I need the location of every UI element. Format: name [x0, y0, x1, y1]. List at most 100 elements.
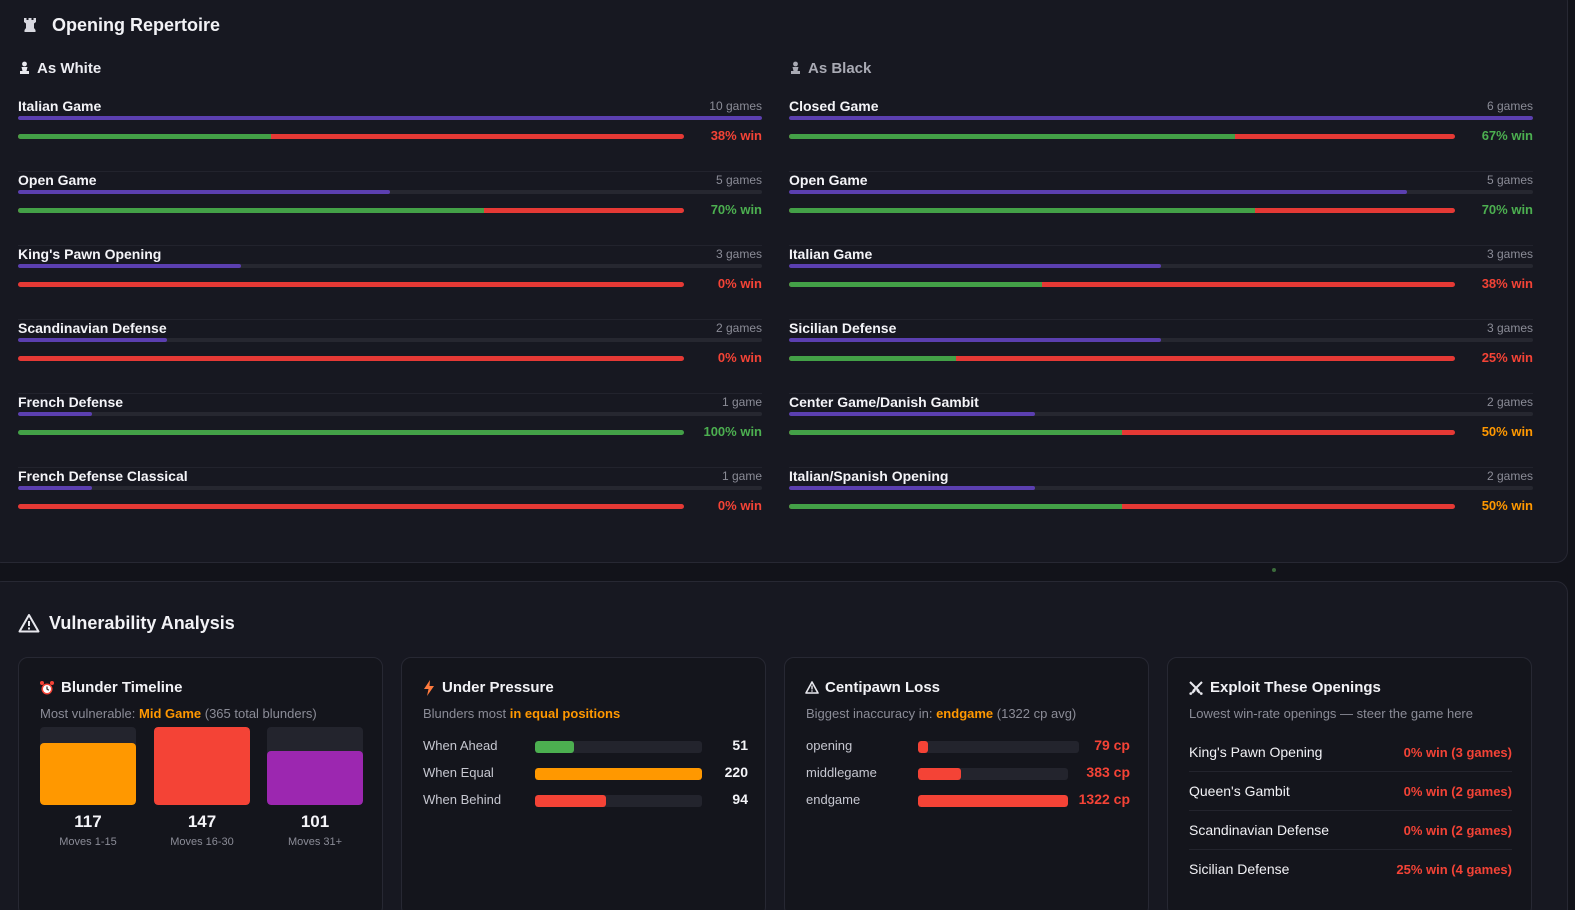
- exploit-row[interactable]: Queen's Gambit 0% win (2 games): [1189, 772, 1512, 811]
- centipawn-value: 79 cp: [1094, 737, 1130, 753]
- win-loss-bar: [18, 356, 684, 361]
- under-pressure-label: Under Pressure: [442, 679, 554, 696]
- opening-row[interactable]: Open Game 5 games 70% win: [18, 172, 762, 246]
- timeline-column: 117 Moves 1-15: [40, 727, 136, 848]
- frequency-bar-fill: [18, 264, 242, 268]
- opening-name: French Defense: [18, 394, 124, 410]
- exploit-row[interactable]: Sicilian Defense 25% win (4 games): [1189, 850, 1512, 889]
- frequency-bar: [18, 412, 762, 416]
- centipawn-loss-label: Centipawn Loss: [825, 679, 941, 696]
- exploit-row[interactable]: Scandinavian Defense 0% win (2 games): [1189, 811, 1512, 850]
- frequency-bar-fill: [18, 116, 762, 120]
- phase-label: middlegame: [806, 765, 877, 780]
- subtitle-suffix: (365 total blunders): [201, 706, 317, 721]
- win-rate: 38% win: [710, 128, 762, 143]
- warning-icon: [18, 613, 40, 633]
- opening-row[interactable]: Closed Game 6 games 67% win: [789, 98, 1533, 172]
- vulnerability-title: Vulnerability Analysis: [18, 610, 235, 636]
- black-openings-column: As Black Closed Game 6 games 67% win Open G…: [789, 56, 1533, 542]
- centipawn-loss-title: Centipawn Loss: [805, 679, 940, 696]
- frequency-bar: [789, 264, 1533, 268]
- win-rate: 0% win: [717, 276, 762, 291]
- centipawn-row: middlegame 383 cp: [806, 764, 1130, 782]
- black-pawn-icon: [789, 61, 802, 75]
- games-count: 3 games: [715, 247, 762, 261]
- pressure-value: 220: [724, 764, 748, 780]
- centipawn-bar-fill: [918, 795, 1068, 807]
- win-rate: 38% win: [1481, 276, 1533, 291]
- white-pawn-icon: [18, 61, 31, 75]
- centipawn-bar-fill: [918, 741, 928, 753]
- opening-row[interactable]: Italian Game 3 games 38% win: [789, 246, 1533, 320]
- opening-row[interactable]: King's Pawn Opening 3 games 0% win: [18, 246, 762, 320]
- exploit-openings-subtitle: Lowest win-rate openings — steer the gam…: [1189, 706, 1473, 721]
- opening-row[interactable]: Scandinavian Defense 2 games 0% win: [18, 320, 762, 394]
- frequency-bar-fill: [789, 190, 1407, 194]
- centipawn-loss-subtitle: Biggest inaccuracy in: endgame (1322 cp …: [806, 706, 1076, 721]
- pressure-value: 94: [732, 791, 748, 807]
- frequency-bar-fill: [18, 338, 167, 342]
- phase-label: endgame: [806, 792, 861, 807]
- frequency-bar-fill: [789, 116, 1533, 120]
- win-bar-fill: [789, 208, 1256, 213]
- exploit-win-rate: 0% win (2 games): [1403, 823, 1512, 838]
- alarm-clock-icon: [39, 680, 55, 696]
- opening-row[interactable]: Center Game/Danish Gambit 2 games 50% win: [789, 394, 1533, 468]
- win-rate: 50% win: [1481, 498, 1533, 513]
- opening-row[interactable]: Sicilian Defense 3 games 25% win: [789, 320, 1533, 394]
- opening-name: Italian/Spanish Opening: [789, 468, 949, 484]
- crossed-swords-icon: [1188, 680, 1204, 695]
- repertoire-title-label: Opening Repertoire: [52, 14, 221, 35]
- opening-repertoire-panel: [0, 0, 1568, 563]
- opening-row[interactable]: Italian/Spanish Opening 2 games 50% win: [789, 468, 1533, 542]
- opening-name: Scandinavian Defense: [18, 320, 167, 336]
- pressure-bar-track: [535, 741, 702, 753]
- frequency-bar-fill: [789, 486, 1035, 490]
- most-vulnerable-phase: Mid Game: [139, 706, 202, 721]
- timeline-bar: [40, 742, 136, 805]
- frequency-bar: [789, 412, 1533, 416]
- blunder-timeline-card: Blunder Timeline Most vulnerable: Mid Ga…: [18, 657, 383, 910]
- win-rate: 70% win: [1481, 202, 1533, 217]
- centipawn-value: 1322 cp: [1078, 791, 1130, 807]
- win-bar-fill: [18, 208, 485, 213]
- win-bar-fill: [18, 134, 272, 139]
- frequency-bar-fill: [18, 190, 390, 194]
- win-loss-bar: [18, 504, 684, 509]
- games-count: 2 games: [715, 321, 762, 335]
- phase-label: opening: [806, 738, 853, 753]
- centipawn-loss-card: Centipawn Loss Biggest inaccuracy in: en…: [784, 657, 1149, 910]
- opening-row[interactable]: French Defense Classical 1 game 0% win: [18, 468, 762, 542]
- under-pressure-title: Under Pressure: [422, 679, 554, 696]
- white-heading-label: As White: [37, 59, 102, 77]
- frequency-bar: [789, 486, 1533, 490]
- under-pressure-card: Under Pressure Blunders most in equal po…: [401, 657, 766, 910]
- white-openings-list: Italian Game 10 games 38% win Open Game 5 ga…: [18, 98, 762, 542]
- win-bar-fill: [18, 430, 684, 435]
- timeline-bar-track: [40, 727, 136, 805]
- blunder-count: 117: [74, 812, 102, 831]
- pressure-row: When Equal 220: [423, 764, 748, 782]
- opening-row[interactable]: French Defense 1 game 100% win: [18, 394, 762, 468]
- pressure-bar-track: [535, 768, 702, 780]
- centipawn-bar-track: [918, 795, 1068, 807]
- exploit-openings-label: Exploit These Openings: [1210, 679, 1381, 696]
- opening-row[interactable]: Italian Game 10 games 38% win: [18, 98, 762, 172]
- timeline-bar: [267, 751, 363, 805]
- rook-icon: [20, 17, 40, 33]
- exploit-win-rate: 0% win (3 games): [1403, 745, 1512, 760]
- exploit-openings-title: Exploit These Openings: [1188, 679, 1381, 696]
- games-count: 3 games: [1486, 247, 1533, 261]
- exploit-row[interactable]: King's Pawn Opening 0% win (3 games): [1189, 733, 1512, 772]
- win-loss-bar: [789, 282, 1455, 287]
- timeline-column: 101 Moves 31+: [267, 727, 363, 848]
- opening-row[interactable]: Open Game 5 games 70% win: [789, 172, 1533, 246]
- opening-name: Sicilian Defense: [789, 320, 897, 336]
- worst-situation: in equal positions: [509, 706, 621, 721]
- frequency-bar-fill: [789, 338, 1161, 342]
- opening-name: Italian Game: [18, 98, 102, 114]
- pressure-value: 51: [732, 737, 748, 753]
- win-loss-bar: [789, 504, 1455, 509]
- centipawn-value: 383 cp: [1086, 764, 1130, 780]
- subtitle-prefix: Most vulnerable:: [40, 706, 139, 721]
